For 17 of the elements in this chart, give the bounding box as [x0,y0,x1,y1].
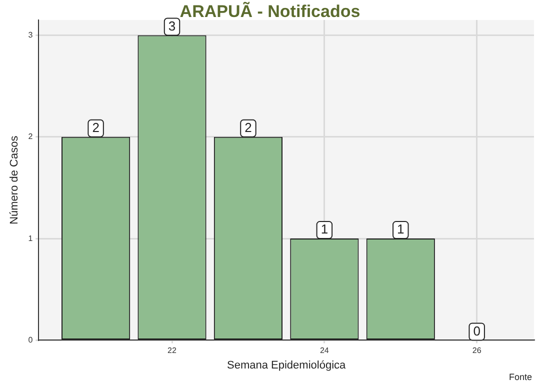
data-label: 2 [92,120,100,135]
y-tick-label: 0 [28,335,34,344]
data-label: 0 [473,323,480,338]
x-tick-label: 24 [320,346,330,356]
x-tick-label: 22 [168,346,178,356]
x-axis-title: Semana Epidemiológica [227,359,347,372]
text: Fonte [508,372,532,382]
data-label: 2 [244,120,252,135]
y-axis-title: Número de Casos [8,135,21,224]
chart-title: ARAPUÃ - Notificados [180,2,360,21]
y-tick-label: 3 [28,30,34,40]
y-tick-label: 1 [28,234,34,243]
y-tick-label: 2 [28,132,34,142]
data-label: 1 [397,222,404,237]
data-label: 1 [320,222,328,237]
data-label: 3 [168,18,176,34]
x-tick-label: 26 [472,346,482,356]
